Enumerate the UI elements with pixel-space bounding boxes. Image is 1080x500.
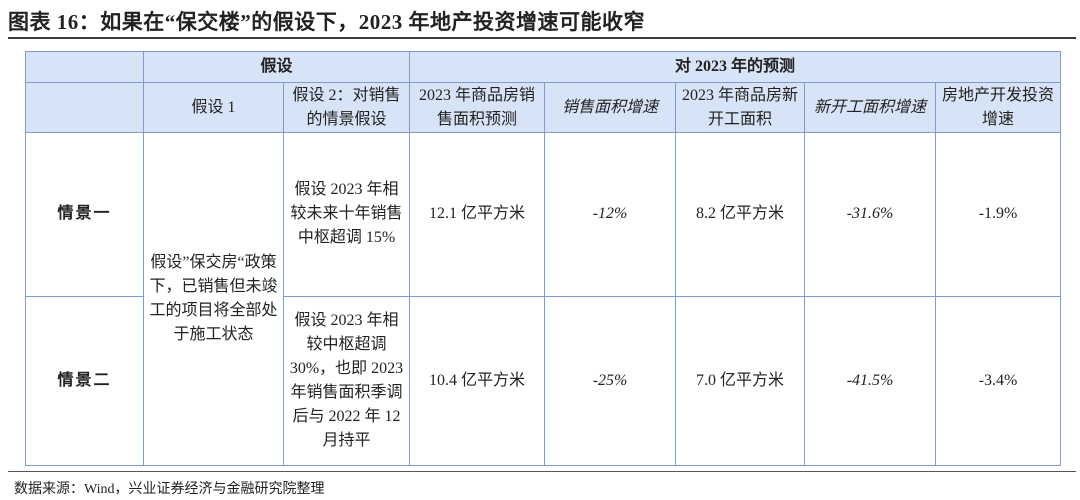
header-assumption-group: 假设 [142,50,411,84]
investment-growth-cell: -1.9% [935,132,1062,297]
scenario-label: 情景二 [25,295,144,467]
sales-area-cell: 10.4 亿平方米 [409,295,546,467]
investment-growth-cell: -3.4% [935,295,1062,467]
new-starts-cell: 8.2 亿平方米 [675,132,806,297]
sales-growth-cell: -12% [544,132,677,297]
assumption2-cell: 假设 2023 年相较未来十年销售中枢超调 15% [282,132,411,297]
header-row-1: 假设 对 2023 年的预测 [25,50,1062,84]
header-new-starts-growth: 新开工面积增速 [804,82,937,134]
header-new-starts: 2023 年商品房新开工面积 [675,82,806,134]
source-divider [8,471,1076,472]
sales-area-cell: 12.1 亿平方米 [409,132,546,297]
header-investment-growth: 房地产开发投资增速 [935,82,1062,134]
table-row: 情景二 假设 2023 年相较中枢超调 30%，也即 2023 年销售面积季调后… [25,295,1062,467]
sales-growth-cell: -25% [544,295,677,467]
header-assumption1: 假设 1 [143,82,284,134]
new-starts-cell: 7.0 亿平方米 [675,295,806,467]
scenario-label: 情景一 [25,132,144,297]
header-sales-growth: 销售面积增速 [544,82,677,134]
header-corner-2 [25,82,144,134]
assumption2-cell: 假设 2023 年相较中枢超调 30%，也即 2023 年销售面积季调后与 20… [282,295,411,467]
figure-title: 图表 16：如果在“保交楼”的假设下，2023 年地产投资增速可能收窄 [8,10,645,34]
header-assumption2: 假设 2：对销售的情景假设 [282,82,411,134]
header-row-2: 假设 1 假设 2：对销售的情景假设 2023 年商品房销售面积预测 销售面积增… [25,82,1062,134]
forecast-table: 假设 对 2023 年的预测 假设 1 假设 2：对销售的情景假设 2023 年… [25,50,1062,467]
new-starts-growth-cell: -31.6% [804,132,937,297]
assumption1-cell: 假设”保交房“政策下，已销售但未竣工的项目将全部处于施工状态 [143,132,284,466]
header-corner [25,50,144,84]
source-note: 数据来源：Wind，兴业证券经济与金融研究院整理 [14,482,325,497]
new-starts-growth-cell: -41.5% [804,295,937,467]
header-forecast-group: 对 2023 年的预测 [409,50,1062,84]
table-row: 情景一 假设”保交房“政策下，已销售但未竣工的项目将全部处于施工状态 假设 20… [25,132,1062,466]
title-divider [8,37,1076,39]
header-sales-area: 2023 年商品房销售面积预测 [409,82,546,134]
